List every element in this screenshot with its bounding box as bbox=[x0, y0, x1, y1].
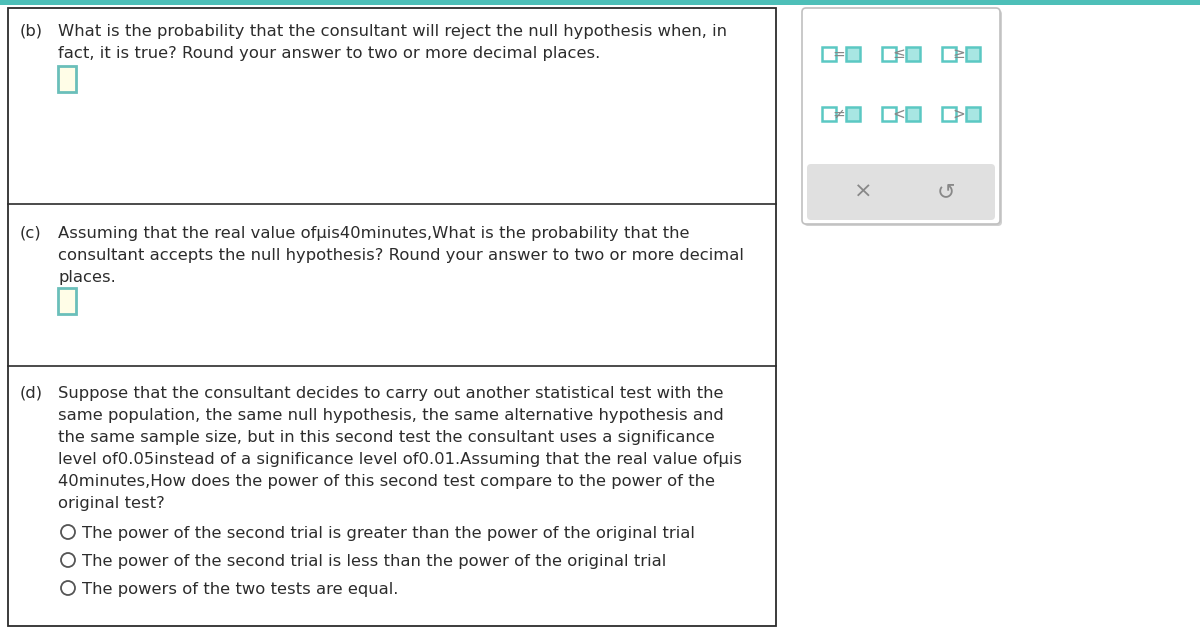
Text: ≠: ≠ bbox=[833, 107, 845, 122]
Text: consultant accepts the null hypothesis? Round your answer to two or more decimal: consultant accepts the null hypothesis? … bbox=[58, 248, 744, 263]
Text: 40minutes,How does the power of this second test compare to the power of the: 40minutes,How does the power of this sec… bbox=[58, 474, 715, 489]
Bar bbox=[906, 107, 920, 121]
Text: The power of the second trial is less than the power of the original trial: The power of the second trial is less th… bbox=[82, 554, 666, 569]
Bar bbox=[846, 107, 860, 121]
Bar bbox=[822, 107, 836, 121]
FancyBboxPatch shape bbox=[808, 164, 995, 220]
Bar bbox=[966, 107, 980, 121]
Text: same population, the same null hypothesis, the same alternative hypothesis and: same population, the same null hypothesi… bbox=[58, 408, 724, 423]
Text: fact, it is true? Round your answer to two or more decimal places.: fact, it is true? Round your answer to t… bbox=[58, 46, 600, 61]
Bar bbox=[906, 47, 920, 61]
Text: (d): (d) bbox=[20, 386, 43, 401]
Bar bbox=[58, 288, 76, 314]
Bar bbox=[822, 47, 836, 61]
FancyBboxPatch shape bbox=[802, 8, 1000, 224]
Text: level of0.05instead of a significance level of0.01.Assuming that the real value : level of0.05instead of a significance le… bbox=[58, 452, 742, 467]
Text: (c): (c) bbox=[20, 226, 42, 241]
Text: The powers of the two tests are equal.: The powers of the two tests are equal. bbox=[82, 582, 398, 597]
Bar bbox=[942, 107, 956, 121]
Text: Suppose that the consultant decides to carry out another statistical test with t: Suppose that the consultant decides to c… bbox=[58, 386, 724, 401]
Bar bbox=[882, 47, 896, 61]
Bar bbox=[966, 47, 980, 61]
Bar bbox=[58, 66, 76, 92]
Text: What is the probability that the consultant will reject the null hypothesis when: What is the probability that the consult… bbox=[58, 24, 727, 39]
Text: (b): (b) bbox=[20, 24, 43, 39]
Text: ≥: ≥ bbox=[953, 46, 965, 61]
Text: <: < bbox=[893, 107, 905, 122]
Text: ↺: ↺ bbox=[937, 182, 955, 202]
Text: the same sample size, but in this second test the consultant uses a significance: the same sample size, but in this second… bbox=[58, 430, 715, 445]
Bar bbox=[8, 8, 776, 626]
Bar bbox=[0, 0, 1200, 5]
Text: original test?: original test? bbox=[58, 496, 164, 511]
Text: ×: × bbox=[853, 182, 872, 202]
Text: >: > bbox=[953, 107, 965, 122]
Text: Assuming that the real value ofμis40minutes,What is the probability that the: Assuming that the real value ofμis40minu… bbox=[58, 226, 690, 241]
FancyBboxPatch shape bbox=[804, 10, 1002, 226]
Bar bbox=[942, 47, 956, 61]
Bar bbox=[882, 107, 896, 121]
Bar bbox=[846, 47, 860, 61]
Text: places.: places. bbox=[58, 270, 115, 285]
Text: ≤: ≤ bbox=[893, 46, 905, 61]
Text: =: = bbox=[833, 46, 845, 61]
Text: The power of the second trial is greater than the power of the original trial: The power of the second trial is greater… bbox=[82, 526, 695, 541]
